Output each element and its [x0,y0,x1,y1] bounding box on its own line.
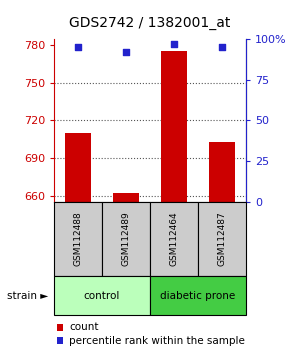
Bar [150,202,198,276]
Point [220,44,224,50]
Point [124,49,128,55]
Bar [54,202,102,276]
Bar [54,276,150,315]
Point [172,41,176,47]
Text: GSM112487: GSM112487 [218,212,226,266]
Text: count: count [69,322,98,332]
Text: control: control [84,291,120,301]
Text: GDS2742 / 1382001_at: GDS2742 / 1382001_at [69,16,231,30]
Text: GSM112464: GSM112464 [169,212,178,266]
Bar [198,202,246,276]
Text: percentile rank within the sample: percentile rank within the sample [69,336,245,346]
Bar [102,202,150,276]
Text: strain ►: strain ► [7,291,48,301]
Text: GSM112488: GSM112488 [74,212,82,266]
Text: diabetic prone: diabetic prone [160,291,236,301]
Bar [65,133,91,202]
Text: GSM112489: GSM112489 [122,212,130,266]
Bar [113,193,139,202]
Bar [161,51,187,202]
Point [76,44,80,50]
Bar [209,142,235,202]
Bar [150,276,246,315]
